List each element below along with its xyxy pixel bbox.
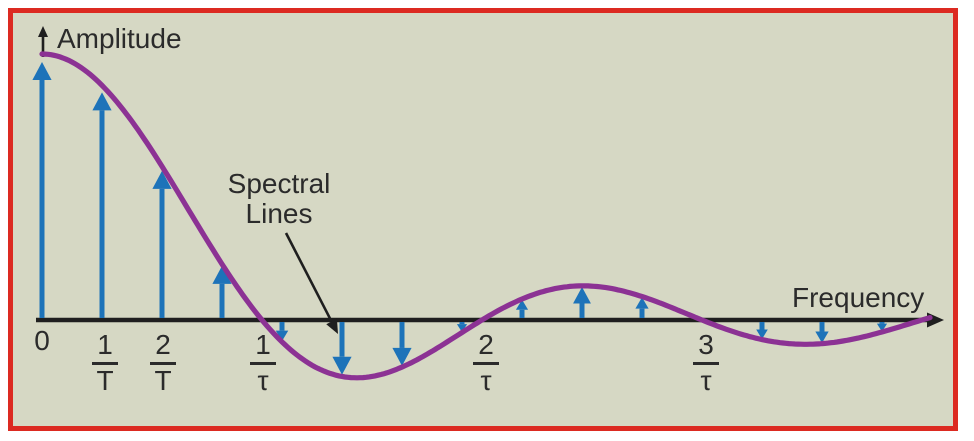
tick-text: 0 — [34, 325, 50, 356]
fraction-bar — [473, 362, 499, 365]
y-axis-label: Amplitude — [57, 23, 182, 54]
x-axis-label: Frequency — [792, 282, 925, 313]
spectral-line-arrowhead — [573, 286, 591, 304]
fraction-denominator: τ — [480, 365, 492, 396]
fraction-numerator: 1 — [255, 329, 271, 360]
spectral-line-arrowhead — [332, 356, 352, 375]
x-tick-label: 0 — [34, 327, 50, 355]
spectral-line-arrowhead — [635, 297, 649, 309]
spectral-line-arrowhead — [456, 324, 468, 333]
spectral-lines-annotation: Spectral Lines — [219, 169, 339, 229]
spectral-line-arrowhead — [392, 347, 412, 366]
fraction-numerator: 2 — [155, 329, 171, 360]
spectral-line-arrowhead — [275, 330, 289, 342]
fraction-numerator: 1 — [97, 329, 113, 360]
fraction-bar — [150, 362, 176, 365]
spectral-line-arrowhead — [212, 265, 232, 284]
spectral-line-arrowhead — [876, 323, 888, 332]
annotation-line-1: Spectral — [227, 168, 331, 199]
spectral-line-arrowhead — [32, 61, 52, 80]
spectral-line-arrowhead — [152, 170, 172, 189]
annotation-arrow-line — [284, 232, 333, 323]
fraction-denominator: τ — [257, 365, 269, 396]
fraction-denominator: τ — [700, 365, 712, 396]
fraction-numerator: 2 — [478, 329, 494, 360]
fraction-numerator: 3 — [698, 329, 714, 360]
fraction-denominator: T — [96, 365, 114, 396]
amplitude-axis-arrowhead — [38, 26, 48, 37]
annotation-arrowhead — [326, 318, 338, 334]
annotation-line-2: Lines — [245, 198, 313, 229]
spectral-line-arrowhead — [515, 299, 529, 310]
fraction-bar — [250, 362, 276, 365]
spectral-line-arrowhead — [756, 329, 768, 340]
sinc-envelope-curve — [39, 51, 933, 381]
spectral-line-arrowhead — [815, 331, 829, 343]
spectral-line-arrowhead — [92, 92, 112, 111]
fraction-bar — [693, 362, 719, 365]
fraction-denominator: T — [154, 365, 172, 396]
fraction-bar — [92, 362, 118, 365]
figure-frame — [8, 8, 958, 431]
